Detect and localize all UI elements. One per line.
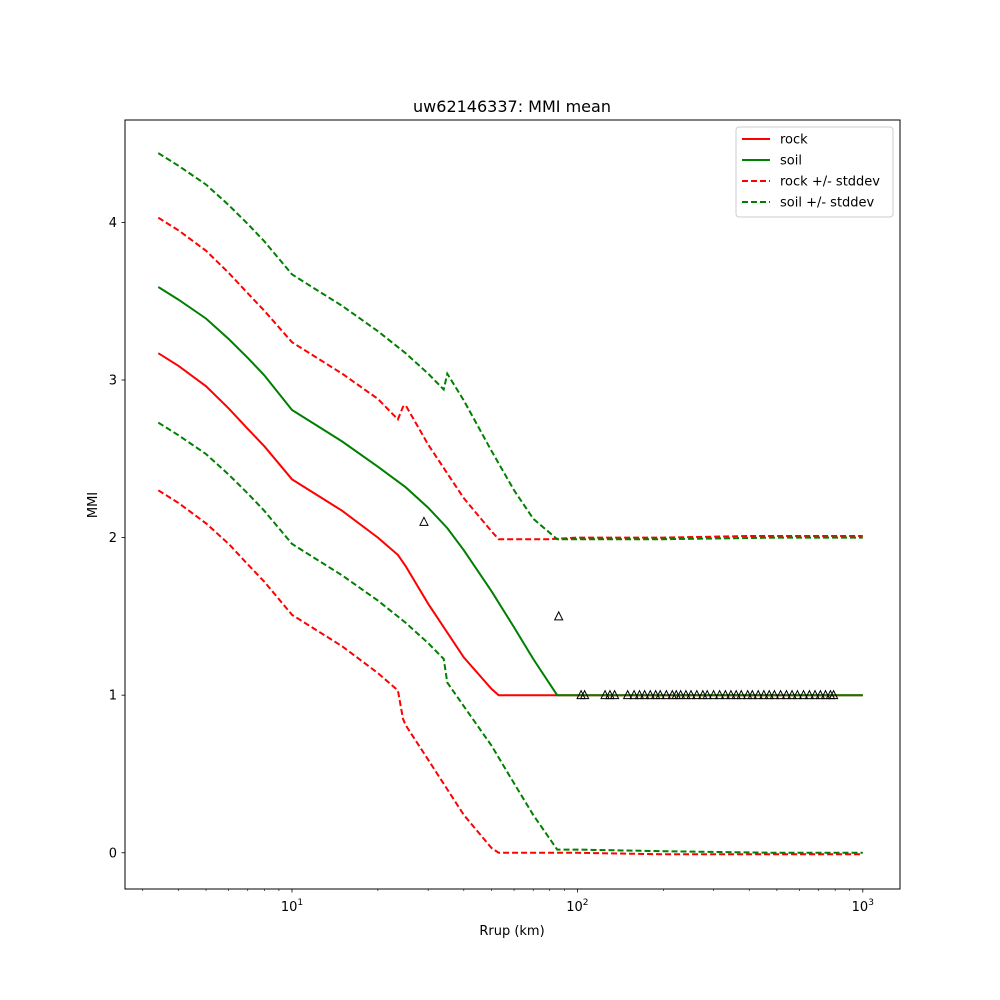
observation-point [775,689,786,700]
observation-point [622,689,633,700]
observation-point [691,689,702,700]
observation-point [600,689,610,700]
observation-point [419,516,429,526]
observation-point [820,689,831,700]
observation-point [742,689,753,700]
y-tick-label: 0 [109,846,117,861]
observation-point [747,689,758,700]
legend-label-soil-stddev: soil +/- stddev [780,196,875,211]
observation-point [661,689,672,700]
series-line-rock-stddev-2 [157,216,863,541]
observation-point [764,689,775,700]
observation-point [579,689,590,700]
series-line-rock-lower-stddev-3 [157,489,863,856]
observation-point [655,689,665,700]
observation-point [714,689,725,700]
y-tick-label: 3 [109,374,117,389]
observation-point [736,689,747,700]
x-axis-label: Rrup (km) [479,924,544,939]
observation-point [675,689,686,700]
observation-point [759,689,769,700]
chart-title: uw62146337: MMI mean [413,97,611,116]
observation-point [609,689,620,700]
observation-point [645,689,656,700]
y-axis-label: MMI [86,492,101,518]
x-axis-ticks: 101 102 103 [142,889,874,915]
observation-point [787,689,797,700]
observation-point [815,689,826,700]
observation-point [798,689,809,700]
observation-point [634,689,645,700]
y-tick-label: 4 [109,216,117,231]
observation-point [804,689,815,700]
observation-point [708,689,719,700]
observation-point [629,689,639,700]
observation-point [686,689,696,700]
observation-point [720,689,731,700]
legend-label-rock: rock [780,133,808,148]
x-tick-label: 102 [566,898,588,915]
observation-point [553,610,564,621]
legend-label-soil: soil [780,154,802,169]
observation-point [769,689,780,700]
observation-point [792,689,803,700]
observation-point [781,689,792,700]
y-axis-ticks: 0 1 2 3 4 [109,216,125,861]
observation-point [639,689,650,700]
observation-point [726,689,736,700]
plot-frame [124,119,901,890]
observation-point [753,689,763,700]
series-line-soil-1 [157,286,863,697]
y-tick-label: 1 [109,689,117,704]
observation-point [681,689,691,700]
observation-point [605,689,615,700]
legend-label-rock-stddev: rock +/- stddev [780,175,880,190]
x-tick-label: 101 [281,898,303,915]
observation-point [828,689,839,700]
observation-point [702,689,713,700]
x-tick-label: 103 [852,898,874,915]
legend: rock soil rock +/- stddev soil +/- stddev [735,126,894,218]
legend-box [735,126,894,218]
observation-markers [419,516,839,700]
series-line-soil-lower-stddev-5 [157,421,863,854]
observation-point [731,689,741,700]
plot-area [157,152,863,856]
y-tick-label: 2 [109,531,117,546]
observation-point [810,689,820,700]
series-line-soil-stddev-4 [157,152,863,541]
